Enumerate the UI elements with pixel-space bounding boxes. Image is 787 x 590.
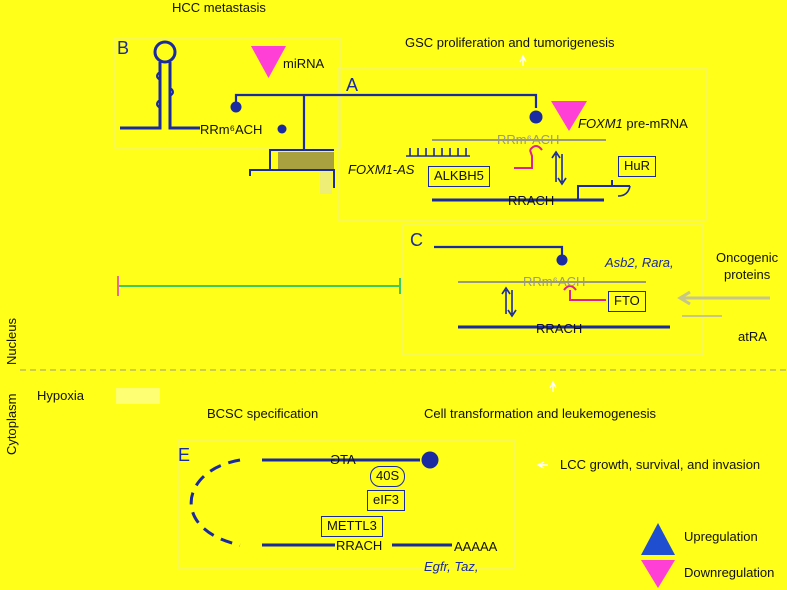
hairpin-bulge bbox=[156, 71, 174, 109]
polya-label: AAAAA bbox=[454, 539, 498, 554]
legend-down-triangle bbox=[641, 560, 675, 588]
panel-c-genes: Asb2, Rara, bbox=[605, 255, 674, 270]
fto-inhibition bbox=[563, 285, 606, 301]
hypoxia-label: Hypoxia bbox=[37, 388, 84, 403]
arrow-tick-2 bbox=[549, 380, 557, 392]
fto-box: FTO bbox=[608, 291, 646, 312]
atra-label: atRA bbox=[738, 329, 767, 344]
hairpin-loop bbox=[153, 40, 177, 64]
hur-box: HuR bbox=[618, 156, 657, 177]
panel-e-motif: RRACH bbox=[336, 538, 383, 553]
nucleus-label: Nucleus bbox=[4, 318, 19, 365]
loop-dashed bbox=[189, 458, 241, 547]
proteins-label: proteins bbox=[724, 267, 771, 282]
panel-e-letter: E bbox=[178, 445, 191, 465]
atg-label: ATG bbox=[330, 452, 356, 467]
dot-right bbox=[529, 110, 543, 124]
legend-up-triangle bbox=[641, 523, 675, 555]
hur-binding bbox=[577, 180, 630, 200]
mettl3-box: METTL3 bbox=[321, 516, 383, 537]
hcc-metastasis-label: HCC metastasis bbox=[172, 0, 266, 15]
mirna-down-triangle bbox=[251, 46, 286, 78]
eif3-box: eIF3 bbox=[367, 490, 406, 511]
legend-down-label: Downregulation bbox=[684, 565, 775, 580]
mirna-label: miRNA bbox=[283, 56, 325, 71]
microprocessor-block bbox=[278, 152, 334, 170]
foxm1-as-label: FOXM1-AS bbox=[348, 162, 415, 177]
panel-a-letter: A bbox=[346, 75, 359, 95]
panel-a-border bbox=[337, 67, 707, 221]
panel-e-genes: Egfr, Taz, bbox=[424, 559, 479, 574]
arrow-tick-3 bbox=[536, 461, 548, 469]
legend-up-label: Upregulation bbox=[684, 529, 758, 544]
panel-a-motif-top: RRm⁶ACH bbox=[497, 132, 560, 147]
cap-dot bbox=[421, 451, 439, 469]
panel-b-motif: RRm⁶ACH bbox=[200, 122, 263, 137]
motif-marker-b bbox=[277, 124, 287, 134]
dot-c bbox=[556, 254, 568, 266]
foxm1-gene: FOXM1 bbox=[578, 116, 623, 131]
lcc-label: LCC growth, survival, and invasion bbox=[560, 457, 761, 472]
panel-c-letter: C bbox=[410, 230, 423, 250]
atra-arrow bbox=[677, 290, 770, 306]
panel-c-motif-bottom: RRACH bbox=[536, 321, 583, 336]
antisense-ticks bbox=[406, 148, 470, 157]
bcsc-label: BCSC specification bbox=[207, 406, 319, 421]
ribosome-40s: 40S bbox=[370, 466, 406, 487]
panel-c-motif-top: RRm⁶ACH bbox=[523, 274, 586, 289]
equilibrium-arrows-c bbox=[501, 286, 517, 318]
connector-c bbox=[434, 245, 564, 258]
panel-e-border bbox=[177, 439, 515, 569]
equilibrium-arrows-a bbox=[551, 150, 567, 186]
panel-a-motif-bottom: RRACH bbox=[508, 193, 555, 208]
arrow-tick-1 bbox=[519, 54, 527, 66]
microprocessor-legs bbox=[249, 149, 335, 188]
hur-bracket bbox=[617, 185, 631, 197]
gsc-label: GSC proliferation and tumorigenesis bbox=[405, 35, 615, 50]
panel-b-border bbox=[114, 37, 341, 149]
foxm1-down-triangle bbox=[551, 101, 587, 131]
dot-left bbox=[230, 101, 242, 113]
panel-c-border bbox=[402, 224, 704, 356]
blur-patch bbox=[320, 172, 332, 194]
cytoplasm-label: Cytoplasm bbox=[4, 393, 19, 455]
smudge bbox=[116, 388, 160, 404]
foxm1-premrna-label: FOXM1 pre-mRNA bbox=[578, 117, 688, 130]
panel-b-letter: B bbox=[117, 38, 130, 58]
alkbh5-box: ALKBH5 bbox=[428, 166, 490, 187]
alkbh5-inhibition bbox=[514, 145, 543, 169]
hairpin-stem bbox=[120, 62, 200, 130]
connector-ba bbox=[234, 93, 538, 150]
oncogenic-label: Oncogenic bbox=[716, 250, 779, 265]
leukemogenesis-label: Cell transformation and leukemogenesis bbox=[424, 406, 656, 421]
premrna-text: pre-mRNA bbox=[622, 116, 688, 131]
